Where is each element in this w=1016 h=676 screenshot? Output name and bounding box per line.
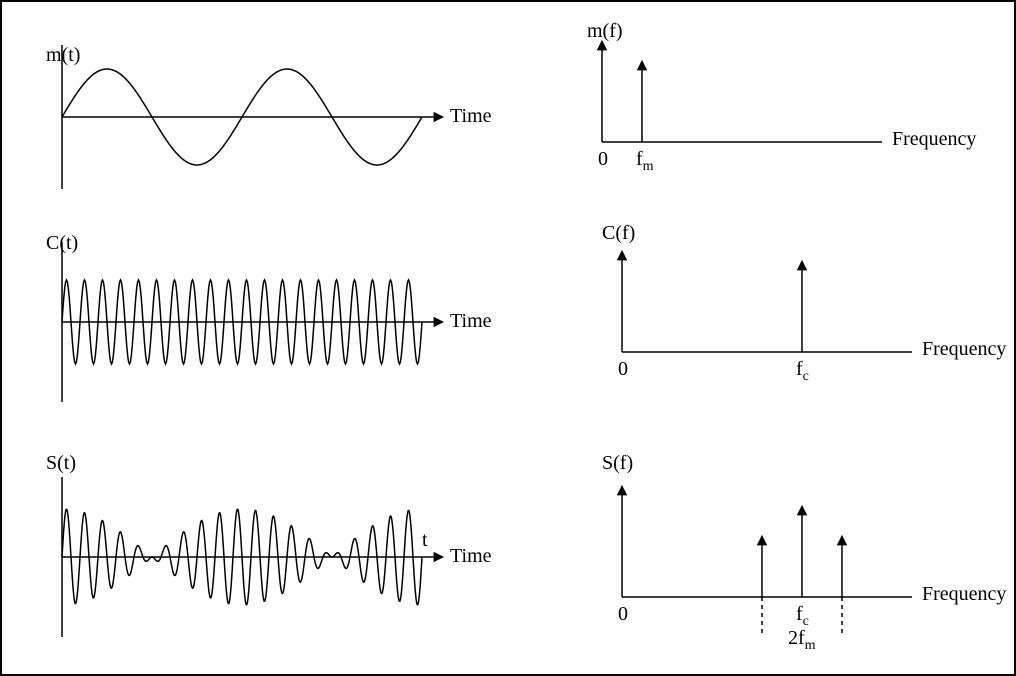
time-title-message: m(t) (46, 44, 80, 67)
time-title-carrier: C(t) (46, 232, 78, 255)
freq-title-carrier: C(f) (602, 222, 635, 245)
freq-title-modulated: S(f) (602, 452, 633, 475)
diagram-frame: m(t) Time m(f) Frequency 0 fm C(t) Time C(f) Freq… (0, 0, 1016, 676)
span-label-modulated: 2fm (788, 627, 816, 654)
waveform-carrier (62, 280, 422, 364)
freq-tick-modulated-0: 0 (618, 603, 628, 626)
freq-tick-carrier-0: 0 (618, 358, 628, 381)
time-title-modulated: S(t) (46, 452, 76, 475)
freq-title-message: m(f) (587, 20, 623, 43)
freq-tick-message-1: fm (636, 148, 654, 175)
time-axis-extra-modulated: t (422, 529, 428, 552)
freq-axis-label-carrier: Frequency (922, 338, 1006, 361)
time-axis-label-carrier: Time (450, 310, 492, 333)
time-axis-label-message: Time (450, 105, 492, 128)
freq-tick-modulated-1: fc (796, 603, 809, 630)
freq-tick-message-0: 0 (598, 148, 608, 171)
freq-axis-label-modulated: Frequency (922, 583, 1006, 606)
waveform-modulated (62, 509, 422, 604)
freq-axis-label-message: Frequency (892, 128, 976, 151)
diagram-svg (2, 2, 1014, 674)
time-axis-label-modulated: Time (450, 545, 492, 568)
freq-tick-carrier-1: fc (796, 358, 809, 385)
